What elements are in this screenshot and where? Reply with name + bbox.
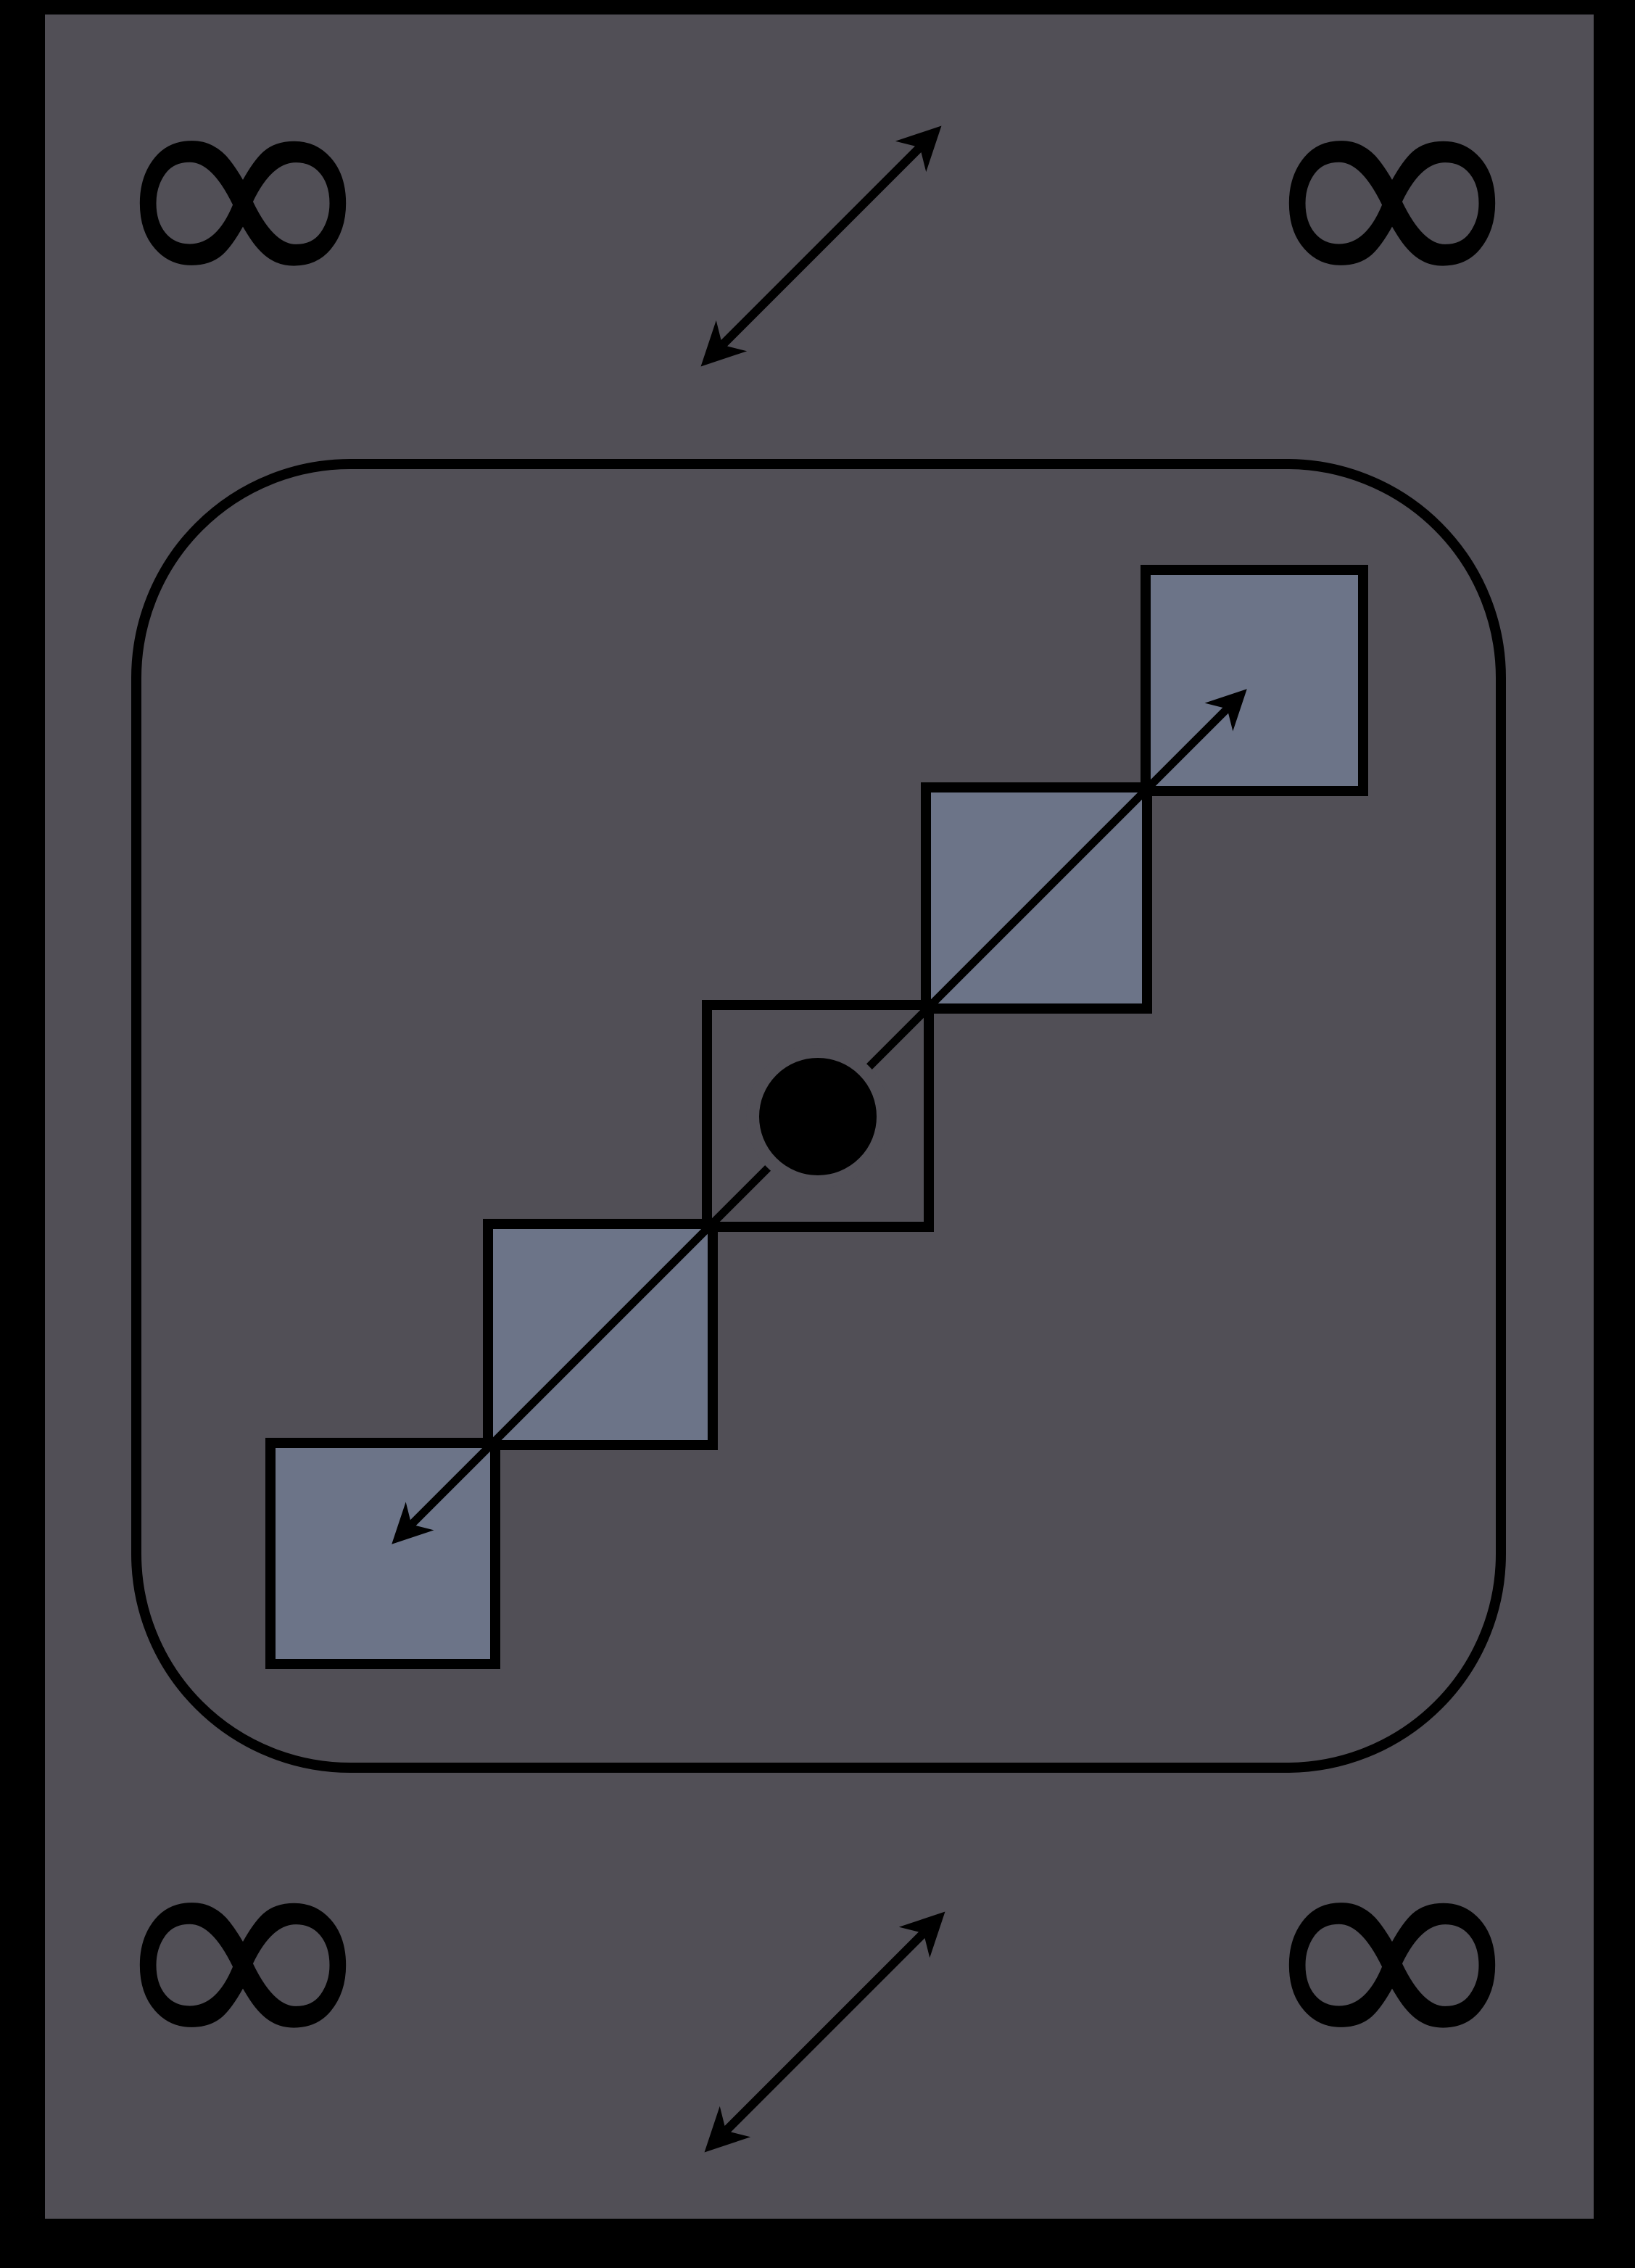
corner-symbol-top-right: ∞ — [1253, 0, 1531, 382]
infinity-icon: ∞ — [104, 1756, 381, 2144]
center-panel — [131, 459, 1506, 1773]
infinity-icon: ∞ — [104, 0, 381, 382]
corner-symbol-bottom-left: ∞ — [104, 1756, 381, 2144]
corner-symbol-top-left: ∞ — [104, 0, 381, 382]
corner-symbol-bottom-right: ∞ — [1253, 1756, 1531, 2144]
diagonal-double-arrow-icon — [700, 125, 942, 367]
infinity-icon: ∞ — [1253, 1756, 1531, 2144]
infinity-icon: ∞ — [1253, 0, 1531, 382]
diagonal-double-arrow-icon — [704, 1911, 945, 2153]
center-dot-icon — [746, 1045, 890, 1188]
diagonal-staircase-icon — [265, 565, 1368, 1669]
